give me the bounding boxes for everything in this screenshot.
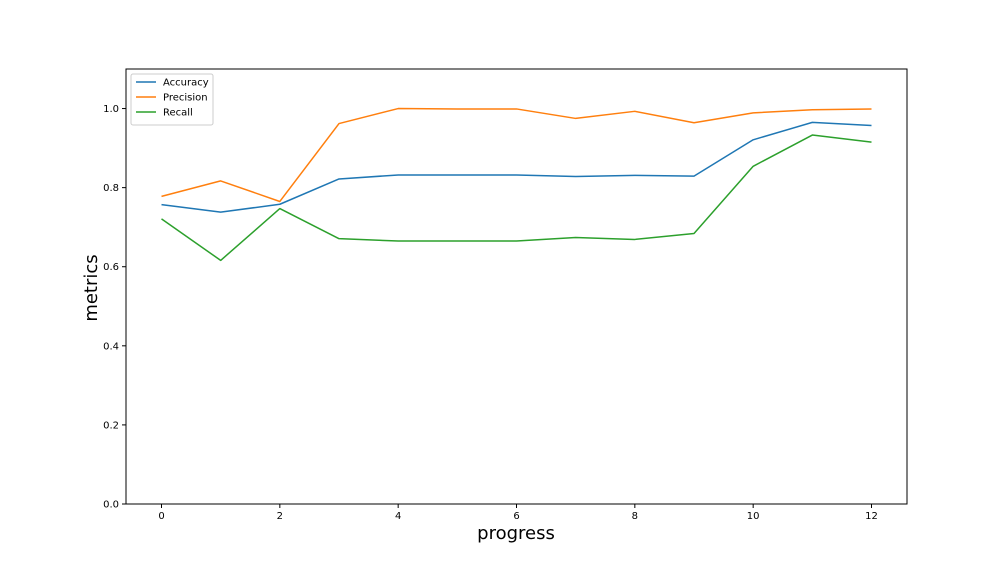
series-layer	[161, 107, 872, 262]
y-tick-label: 0.4	[103, 341, 119, 352]
y-tick-label: 0.2	[103, 420, 119, 431]
plot-frame	[125, 68, 908, 505]
x-tick-label: 12	[865, 511, 878, 522]
legend-label: Precision	[163, 93, 208, 104]
legend: Accuracy Precision Recall	[130, 73, 214, 126]
series-line-accuracy	[161, 121, 872, 213]
y-axis-title: metrics	[81, 254, 102, 321]
x-tick-label: 2	[277, 511, 283, 522]
legend-label: Accuracy	[163, 78, 209, 89]
y-axis: 0.0 0.2 0.4 0.6 0.8 1.0	[103, 104, 126, 511]
x-tick-label: 4	[395, 511, 401, 522]
y-tick-label: 0.6	[103, 262, 119, 273]
x-tick-label: 10	[747, 511, 760, 522]
y-tick-label: 0.8	[103, 183, 119, 194]
legend-label: Recall	[163, 108, 193, 119]
x-tick-label: 0	[158, 511, 164, 522]
y-tick-label: 0.0	[103, 500, 119, 511]
x-tick-label: 8	[632, 511, 638, 522]
series-line-recall	[161, 134, 872, 262]
series-line-precision	[161, 107, 872, 203]
x-axis: 0 2 4 6 8 10 12	[158, 504, 878, 522]
x-tick-label: 6	[513, 511, 519, 522]
x-axis-title: progress	[477, 523, 555, 544]
y-tick-label: 1.0	[103, 104, 119, 115]
